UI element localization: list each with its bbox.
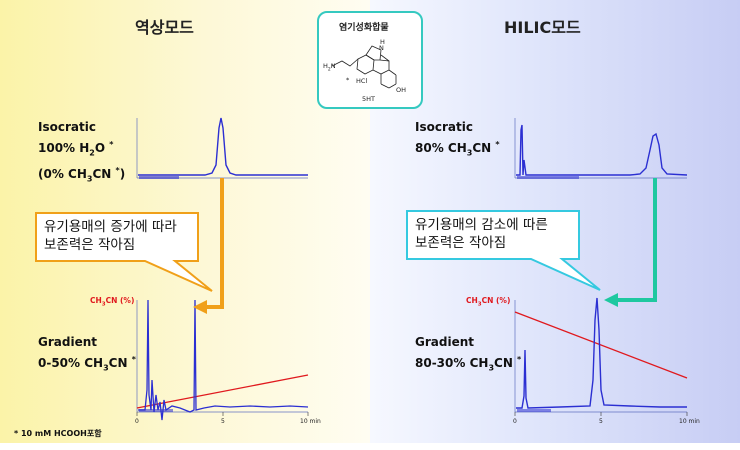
right-isocratic-condition: 80% CH3CN *	[415, 140, 500, 158]
left-tick-5: 5	[221, 418, 225, 425]
left-isocratic-peak	[138, 117, 308, 176]
left-gradient-chromatogram	[136, 299, 309, 421]
right-isocratic-chromatogram	[514, 118, 688, 179]
structure-n: N	[379, 44, 384, 52]
right-gradient-title: Gradient	[415, 335, 474, 349]
right-teal-arrow	[604, 178, 657, 307]
structure-hcl: HCl	[356, 77, 368, 85]
right-axis-title: CH3CN (%)	[466, 296, 511, 308]
left-gradient-line	[136, 374, 309, 409]
right-tick-5: 5	[599, 418, 603, 425]
right-isocratic-label: Isocratic 80% CH3CN *	[415, 118, 500, 162]
right-gradient-chromatogram	[514, 297, 688, 416]
left-isocratic-condition: 100% H2O *	[38, 140, 114, 158]
left-orange-arrow	[193, 178, 224, 314]
right-tick-10: 10 min	[679, 418, 700, 425]
structure-nh: H	[380, 38, 385, 46]
structure-h2n: H2N	[323, 62, 336, 73]
footnote: * 10 mM HCOOH포함	[14, 429, 102, 438]
serotonin-structure-icon	[331, 45, 397, 89]
right-tick-0: 0	[513, 418, 517, 425]
right-isocratic-title: Isocratic	[415, 120, 473, 134]
left-gradient-label: Gradient 0-50% CH3CN *	[38, 333, 136, 377]
left-gradient-title: Gradient	[38, 335, 97, 349]
structure-oh: OH	[396, 86, 407, 94]
right-callout-text: 유기용매의 감소에 따른 보존력은 작아짐	[415, 217, 548, 251]
right-callout-bubble	[406, 210, 601, 291]
left-tick-10: 10 min	[300, 418, 321, 425]
left-isocratic-chromatogram	[136, 117, 308, 179]
left-tick-0: 0	[135, 418, 139, 425]
left-isocratic-organic: (0% CH3CN *)	[38, 166, 126, 184]
left-isocratic-label: Isocratic 100% H2O * (0% CH3CN *)	[38, 118, 125, 189]
left-gradient-condition: 0-50% CH3CN *	[38, 355, 136, 373]
left-callout-bubble	[35, 212, 213, 292]
right-isocratic-peak	[516, 124, 688, 176]
right-gradient-label: Gradient 80-30% CH3CN *	[415, 333, 521, 377]
right-gradient-condition: 80-30% CH3CN *	[415, 355, 522, 373]
right-heading: HILIC모드	[504, 18, 581, 37]
right-gradient-line	[514, 311, 688, 379]
right-gradient-trace	[516, 297, 687, 409]
left-callout-text: 유기용매의 증가에 따라 보존력은 작아짐	[44, 219, 177, 253]
structure-star: *	[346, 76, 350, 84]
structure-name: 5HT	[362, 95, 375, 103]
left-gradient-trace	[138, 299, 309, 421]
left-axis-title: CH3CN (%)	[90, 296, 135, 308]
left-isocratic-title: Isocratic	[38, 120, 96, 134]
left-heading: 역상모드	[135, 18, 194, 37]
structure-title: 염기성화합물	[339, 23, 389, 33]
